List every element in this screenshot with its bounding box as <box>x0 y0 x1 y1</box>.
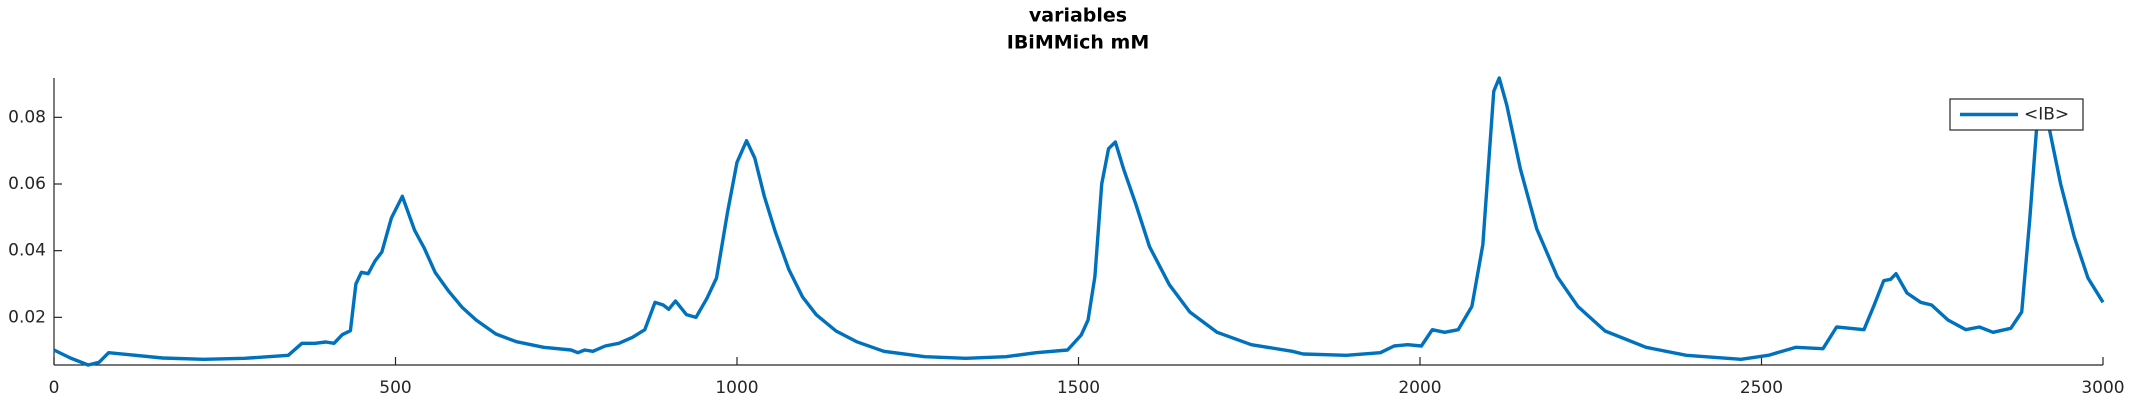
chart-subtitle: IBiMMich mM <box>1007 32 1150 54</box>
x-tick-label: 3000 <box>2081 378 2124 398</box>
x-tick-label: 0 <box>49 378 60 398</box>
y-tick-label: 0.02 <box>8 307 46 327</box>
x-tick-label: 500 <box>379 378 411 398</box>
x-tick-label: 2000 <box>1398 378 1441 398</box>
x-tick-label: 1500 <box>1057 378 1100 398</box>
data-line <box>53 76 2105 367</box>
y-tick-label: 0.06 <box>8 174 46 194</box>
legend-label: <IB> <box>2024 105 2069 125</box>
x-tick-label: 1000 <box>715 378 758 398</box>
y-tick-label: 0.04 <box>8 241 46 261</box>
x-tick-label: 2500 <box>1740 378 1783 398</box>
y-tick-label: 0.08 <box>8 107 46 127</box>
chart-title: variables <box>1029 5 1127 27</box>
